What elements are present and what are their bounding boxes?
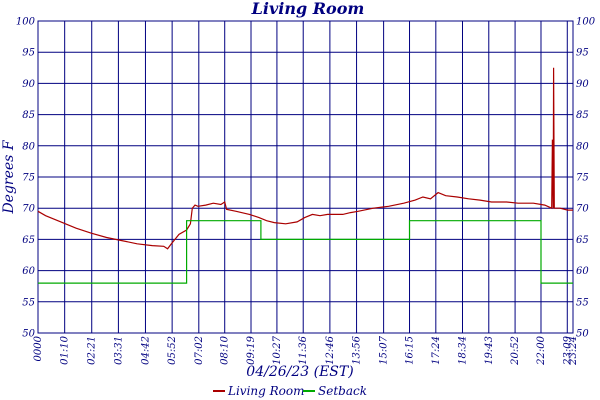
x-tick-label: 08:10 — [220, 335, 231, 364]
y-tick-label-left: 55 — [22, 297, 35, 308]
x-tick-label: 0000 — [33, 335, 44, 361]
y-tick-label-right: 55 — [576, 297, 589, 308]
x-tick-label: 10:27 — [272, 335, 283, 364]
x-tick-label: 03:31 — [113, 336, 124, 365]
x-tick-label: 01:10 — [60, 335, 71, 364]
x-tick-label: 15:07 — [379, 335, 390, 364]
series-line-setback — [38, 220, 573, 284]
x-tick-label: 16:15 — [405, 336, 416, 365]
y-ticks-right: 50 55 60 65 70 75 80 85 90 95 100 — [576, 17, 596, 340]
x-tick-label: 04:42 — [140, 336, 151, 365]
y-tick-label-left: 60 — [22, 266, 35, 277]
plot-frame — [37, 20, 574, 334]
y-tick-label-right: 85 — [576, 110, 589, 121]
x-axis-label: 04/26/23 (EST) — [246, 364, 353, 380]
y-tick-label-right: 50 — [576, 329, 589, 340]
y-tick-label-right: 65 — [576, 235, 589, 246]
y-tick-label-left: 100 — [16, 17, 36, 28]
y-tick-label-left: 95 — [22, 48, 35, 59]
series-layer — [37, 67, 573, 284]
y-tick-label-left: 50 — [22, 329, 35, 340]
y-tick-label-left: 80 — [22, 141, 35, 152]
y-tick-label-left: 75 — [22, 173, 35, 184]
y-tick-label-right: 95 — [576, 48, 589, 59]
x-tick-label: 17:24 — [431, 336, 442, 365]
legend-label: Living Room — [227, 384, 305, 398]
y-tick-label-right: 60 — [576, 266, 589, 277]
y-tick-label-right: 100 — [576, 17, 596, 28]
y-tick-label-left: 85 — [22, 110, 35, 121]
y-tick-label-right: 90 — [576, 79, 589, 90]
x-tick-label: 18:34 — [457, 336, 468, 365]
y-axis-label: Degrees F — [1, 139, 17, 214]
series-line-living-room — [37, 67, 573, 250]
x-tick-label: 19:43 — [484, 336, 495, 365]
y-tick-label-right: 75 — [576, 173, 589, 184]
x-tick-label: 20:52 — [510, 336, 521, 366]
y-tick-label-right: 70 — [576, 204, 589, 215]
y-tick-label-right: 80 — [576, 141, 589, 152]
legend: Living Room Setback — [213, 384, 367, 398]
x-tick-label: 05:52 — [167, 336, 178, 365]
y-ticks-left: 50 55 60 65 70 75 80 85 90 95 100 — [16, 17, 36, 340]
x-tick-label: 02:21 — [87, 336, 98, 365]
x-tick-label: 12:46 — [325, 335, 336, 364]
x-tick-label: 09:19 — [246, 335, 257, 364]
y-tick-label-left: 65 — [22, 235, 35, 246]
x-tick-label: 23:09 — [562, 335, 573, 365]
x-tick-label: 23:24 — [568, 336, 579, 366]
x-tick-label: 22:00 — [536, 335, 547, 365]
chart-title: Living Room — [251, 0, 365, 18]
y-tick-label-left: 90 — [22, 79, 35, 90]
x-tick-label: 11:36 — [298, 335, 309, 364]
x-ticks: 0000 01:10 02:21 03:31 04:42 05:52 07:02 08:10 0… — [33, 335, 579, 365]
x-tick-label: 07:02 — [194, 336, 205, 365]
legend-label: Setback — [318, 384, 367, 398]
y-tick-label-left: 70 — [22, 204, 35, 215]
x-tick-label: 13:56 — [352, 335, 363, 364]
